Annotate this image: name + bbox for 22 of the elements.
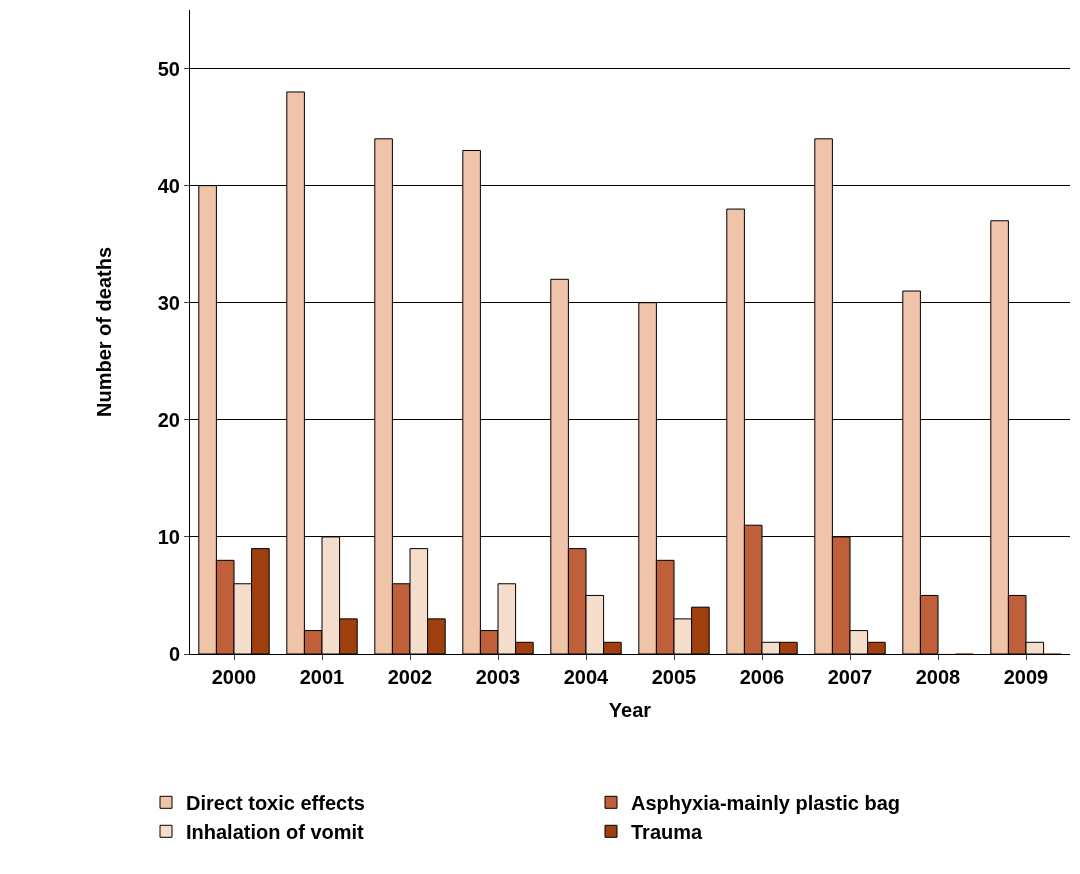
y-tick-label: 20	[157, 408, 180, 431]
legend-label: Inhalation of vomit	[186, 821, 365, 844]
legend-label: Trauma	[631, 821, 704, 844]
y-axis-title: Number of deaths	[93, 246, 116, 418]
x-tick-label: 2008	[915, 666, 961, 688]
x-tick-label: 2005	[651, 666, 697, 688]
y-tick-label: 30	[157, 291, 180, 314]
x-tick-label: 2009	[1003, 666, 1049, 688]
x-tick-label: 2001	[299, 666, 345, 688]
x-axis-title: Year	[608, 698, 652, 721]
y-tick-label: 40	[157, 174, 180, 197]
x-tick-label: 2007	[827, 666, 873, 688]
x-tick-label: 2000	[211, 666, 257, 688]
x-tick-label: 2002	[387, 666, 433, 688]
y-tick-label: 50	[157, 57, 180, 80]
y-tick-label: 10	[157, 525, 180, 548]
legend-label: Asphyxia-mainly plastic bag	[631, 792, 900, 815]
x-tick-label: 2004	[563, 666, 610, 688]
x-tick-label: 2003	[475, 666, 521, 688]
x-tick-label: 2006	[739, 666, 785, 688]
y-tick-label: 0	[168, 643, 180, 665]
legend-label: Direct toxic effects	[186, 792, 365, 815]
